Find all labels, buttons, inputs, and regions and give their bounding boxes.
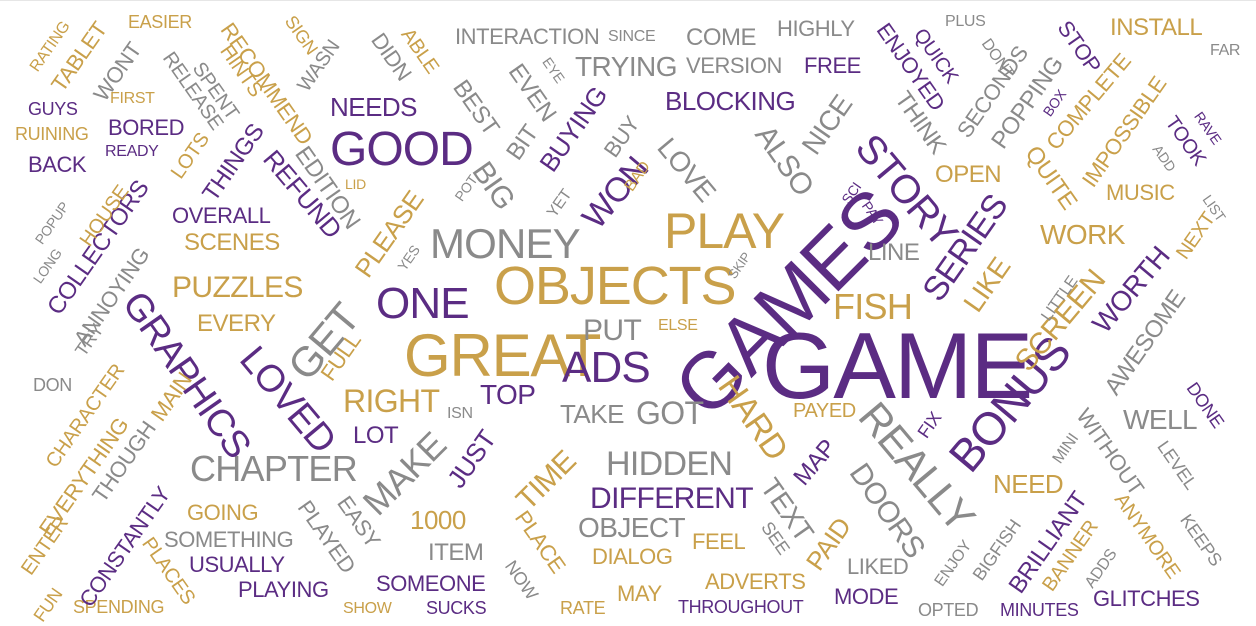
word-map: MAP [788, 434, 842, 491]
word-popup: POPUP [31, 198, 73, 248]
word-minutes: MINUTES [1000, 600, 1079, 620]
word-lid: LID [345, 176, 366, 192]
word-trying: TRYING [575, 51, 677, 82]
word-got: GOT [636, 395, 704, 431]
word-top: TOP [480, 379, 536, 410]
word-mini: MINI [1049, 430, 1083, 467]
word-one: ONE [376, 279, 470, 328]
word-ads: ADS [562, 343, 651, 392]
word-guys: GUYS [28, 99, 78, 119]
word-line: LINE [868, 239, 920, 266]
word-object: OBJECT [578, 512, 686, 543]
word-quite: QUITE [1019, 140, 1083, 215]
word-enjoy: ENJOY [931, 537, 976, 590]
word-bored: BORED [108, 115, 185, 140]
word-great: GREAT [404, 322, 601, 389]
word-level: LEVEL [1153, 437, 1201, 493]
word-ready: READY [105, 143, 159, 160]
word-mode: MODE [834, 584, 899, 609]
word-adverts: ADVERTS [705, 569, 806, 594]
word-fish: FISH [833, 286, 913, 327]
word-add: ADD [1149, 141, 1180, 175]
word-free: FREE [804, 53, 861, 78]
word-time: TIME [510, 444, 583, 517]
word-feel: FEEL [692, 529, 746, 554]
word-different: DIFFERENT [590, 482, 754, 515]
word-next: NEXT [1172, 208, 1220, 264]
word-ruining: RUINING [15, 124, 89, 144]
word-yes: YES [394, 242, 423, 274]
word-may: MAY [617, 581, 662, 606]
word-please: PLEASE [348, 185, 430, 283]
word-easier: EASIER [128, 12, 192, 32]
word-since: SINCE [608, 28, 656, 45]
word-sucks: SUCKS [426, 598, 487, 618]
word-highly: HIGHLY [777, 16, 855, 41]
word-music: MUSIC [1106, 180, 1175, 205]
word-liked: LIKED [847, 554, 909, 579]
word-need: NEED [993, 469, 1064, 499]
word-yet: YET [544, 186, 576, 221]
word-1000: 1000 [410, 505, 466, 535]
word-throughout: THROUGHOUT [678, 597, 804, 617]
word-chapter: CHAPTER [190, 448, 358, 489]
word-someone: SOMEONE [376, 571, 486, 596]
word-going: GOING [187, 500, 259, 525]
word-anymore: ANYMORE [1109, 489, 1185, 583]
word-isn: ISN [447, 405, 473, 422]
word-well: WELL [1123, 404, 1198, 435]
word-buy: BUY [598, 111, 645, 162]
word-dialog: DIALOG [592, 544, 673, 569]
word-install: INSTALL [1110, 14, 1203, 41]
word-interaction: INTERACTION [455, 24, 600, 49]
word-first: FIRST [110, 90, 155, 107]
word-playing: PLAYING [238, 577, 329, 602]
word-back: BACK [28, 152, 87, 177]
word-keeps: KEEPS [1176, 510, 1227, 570]
word-put: PUT [583, 314, 642, 347]
word-else: ELSE [658, 317, 698, 334]
word-pot: POT [451, 171, 481, 205]
word-every: EVERY [197, 310, 276, 337]
word-plus: PLUS [945, 13, 986, 30]
word-game: GAME [762, 313, 1033, 418]
word-open: OPEN [935, 161, 1002, 188]
word-objects: OBJECTS [494, 256, 737, 316]
word-opted: OPTED [918, 600, 979, 620]
word-show: SHOW [343, 600, 392, 617]
word-version: VERSION [686, 53, 782, 78]
word-work: WORK [1040, 219, 1125, 250]
word-hidden: HIDDEN [606, 445, 733, 483]
word-overall: OVERALL [172, 203, 271, 228]
word-far: FAR [1210, 42, 1241, 59]
word-something: SOMETHING [164, 527, 294, 552]
word-fun: FUN [29, 584, 67, 626]
word-glitches: GLITCHES [1093, 586, 1200, 611]
word-needs: NEEDS [330, 92, 418, 122]
word-eye: EYE [539, 54, 568, 86]
word-just: JUST [441, 424, 502, 494]
word-good: GOOD [330, 123, 474, 176]
word-play: PLAY [664, 203, 785, 259]
word-don: DON [33, 375, 72, 395]
word-usually: USUALLY [189, 552, 285, 577]
word-nice: NICE [795, 89, 859, 161]
word-take: TAKE [560, 399, 624, 429]
word-right: RIGHT [343, 383, 440, 419]
word-now: NOW [500, 556, 542, 604]
word-rate: RATE [560, 598, 606, 618]
word-item: ITEM [428, 539, 484, 566]
word-adds: ADDS [1081, 546, 1121, 592]
word-blocking: BLOCKING [665, 86, 796, 116]
word-payed: PAYED [793, 400, 856, 422]
word-come: COME [686, 24, 757, 51]
word-lot: LOT [353, 422, 399, 449]
word-spending: SPENDING [73, 597, 165, 617]
word-scenes: SCENES [184, 229, 280, 256]
word-puzzles: PUZZLES [172, 271, 303, 304]
word-love: LOVE [651, 131, 722, 208]
word-money: MONEY [430, 220, 581, 267]
